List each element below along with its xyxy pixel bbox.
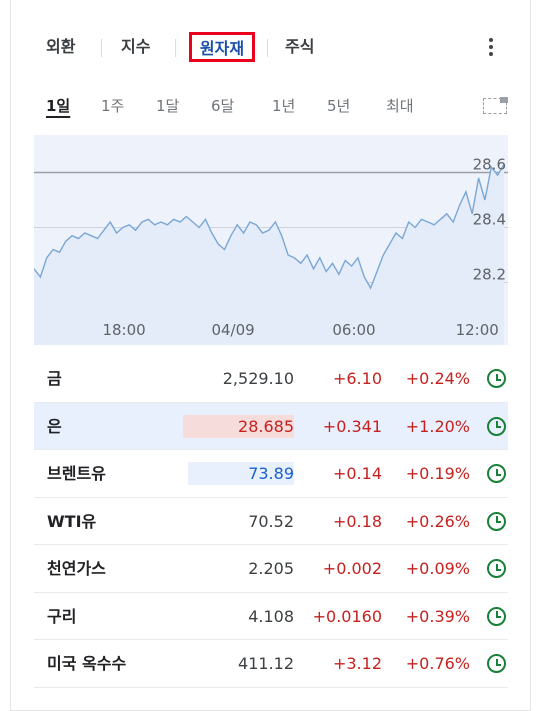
tab-forex[interactable]: 외환: [46, 37, 76, 56]
tab-commodities[interactable]: 원자재: [189, 32, 255, 62]
commodity-name: 구리: [47, 606, 77, 626]
commodity-percent: +1.20%: [405, 416, 470, 436]
chart-series-line: [34, 163, 505, 290]
commodity-price: 411.12: [238, 654, 294, 673]
table-row[interactable]: 미국 옥수수 411.12 +3.12 +0.76%: [34, 640, 508, 688]
y-tick-label: 28.4: [473, 211, 506, 229]
clock-icon[interactable]: [487, 559, 506, 578]
range-tab-1m[interactable]: 1달: [156, 97, 180, 115]
y-tick-label: 28.2: [473, 266, 506, 284]
commodity-percent: +0.19%: [405, 464, 470, 483]
commodity-percent: +0.09%: [405, 559, 470, 578]
x-tick-label: 12:00: [456, 321, 499, 339]
commodity-change: +0.18: [332, 511, 382, 531]
commodity-price: 2,529.10: [222, 369, 294, 388]
commodity-name: 미국 옥수수: [47, 654, 127, 673]
table-row[interactable]: WTI유 70.52 +0.18 +0.26%: [34, 498, 508, 545]
tab-divider: [175, 39, 176, 57]
commodity-change: +0.14: [332, 464, 382, 483]
commodity-price: 4.108: [248, 606, 294, 626]
range-tabs: 1일 1주 1달 6달 1년 5년 최대: [11, 92, 532, 120]
x-tick-label: 18:00: [102, 321, 145, 339]
range-tab-1d[interactable]: 1일: [46, 97, 71, 115]
clock-icon[interactable]: [487, 654, 506, 673]
commodity-change: +0.341: [322, 416, 382, 436]
commodity-name: 금: [47, 369, 62, 388]
commodity-percent: +0.76%: [405, 654, 470, 673]
commodity-name: WTI유: [47, 511, 97, 531]
price-chart: 28.6 28.4 28.2 18:00 04/09 06:00 12:00: [34, 135, 508, 345]
market-card: 외환 지수 원자재 주식 1일 1주 1달 6달 1년 5년 최대 28.6 28…: [10, 0, 531, 711]
commodity-change: +3.12: [332, 654, 382, 673]
commodity-price: 70.52: [248, 511, 294, 531]
range-tab-max[interactable]: 최대: [386, 97, 414, 115]
commodity-change: +0.0160: [312, 606, 382, 626]
clock-icon[interactable]: [487, 511, 506, 531]
table-row[interactable]: 천연가스 2.205 +0.002 +0.09%: [34, 545, 508, 593]
commodity-name: 천연가스: [47, 559, 106, 578]
commodity-change: +0.002: [322, 559, 382, 578]
commodity-price: 73.89: [188, 462, 294, 485]
table-row[interactable]: 브렌트유 73.89 +0.14 +0.19%: [34, 450, 508, 498]
expand-chart-icon[interactable]: [483, 97, 508, 114]
tab-stocks[interactable]: 주식: [285, 37, 315, 56]
more-options-icon[interactable]: [481, 34, 501, 60]
commodity-name: 브렌트유: [47, 464, 106, 483]
commodity-price: 28.685: [183, 414, 294, 438]
range-tab-1w[interactable]: 1주: [101, 97, 125, 115]
range-tab-5y[interactable]: 5년: [327, 97, 351, 115]
range-tab-6m[interactable]: 6달: [211, 97, 235, 115]
commodity-table: 금 2,529.10 +6.10 +0.24% 은 28.685 +0.341 +1.20% 브…: [34, 355, 508, 688]
y-tick-label: 28.6: [473, 156, 506, 174]
clock-icon[interactable]: [487, 606, 506, 626]
commodity-name: 은: [47, 416, 62, 436]
commodity-price: 2.205: [248, 559, 294, 578]
range-tab-1y[interactable]: 1년: [272, 97, 296, 115]
table-row[interactable]: 금 2,529.10 +6.10 +0.24%: [34, 355, 508, 403]
commodity-percent: +0.39%: [405, 606, 470, 626]
table-row[interactable]: 은 28.685 +0.341 +1.20%: [34, 402, 508, 450]
tab-divider: [267, 39, 268, 57]
category-tabs: 외환 지수 원자재 주식: [11, 30, 532, 64]
tab-divider: [101, 39, 102, 57]
tab-indices[interactable]: 지수: [121, 37, 151, 56]
chart-svg: 28.6 28.4 28.2 18:00 04/09 06:00 12:00: [34, 135, 508, 345]
commodity-change: +6.10: [332, 369, 382, 388]
commodity-percent: +0.26%: [405, 511, 470, 531]
table-row[interactable]: 구리 4.108 +0.0160 +0.39%: [34, 593, 508, 640]
chart-area-fill: [34, 164, 504, 345]
clock-icon[interactable]: [487, 416, 506, 436]
clock-icon[interactable]: [487, 464, 506, 483]
clock-icon[interactable]: [487, 369, 506, 388]
x-tick-label: 06:00: [332, 321, 375, 339]
x-tick-label: 04/09: [211, 321, 254, 339]
commodity-percent: +0.24%: [405, 369, 470, 388]
